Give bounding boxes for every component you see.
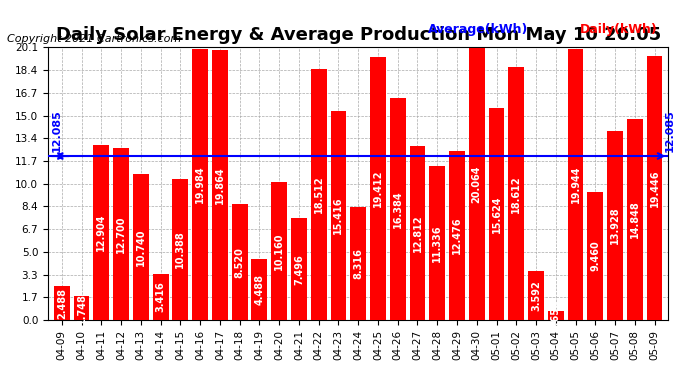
Bar [469, 48, 484, 320]
Text: 12.700: 12.700 [116, 215, 126, 253]
Text: 19.864: 19.864 [215, 166, 225, 204]
Bar [509, 68, 524, 320]
Text: 1.748: 1.748 [77, 293, 86, 324]
Bar [647, 56, 662, 320]
Bar [587, 192, 603, 320]
Bar [429, 166, 445, 320]
Bar [370, 57, 386, 320]
Bar [193, 49, 208, 320]
Text: 8.316: 8.316 [353, 248, 363, 279]
Bar [93, 145, 109, 320]
Bar [331, 111, 346, 320]
Bar [232, 204, 248, 320]
Text: 7.496: 7.496 [294, 254, 304, 285]
Text: 2.488: 2.488 [57, 288, 67, 319]
Bar [489, 108, 504, 320]
Text: 10.160: 10.160 [274, 232, 284, 270]
Text: 10.388: 10.388 [175, 231, 186, 268]
Text: 19.446: 19.446 [649, 170, 660, 207]
Text: 12.476: 12.476 [452, 217, 462, 254]
Text: 12.085: 12.085 [52, 109, 62, 152]
Text: Average(kWh): Average(kWh) [428, 22, 528, 36]
Text: 3.592: 3.592 [531, 280, 541, 311]
Text: 20.064: 20.064 [472, 165, 482, 202]
Text: 3.416: 3.416 [156, 282, 166, 312]
Bar [548, 311, 564, 320]
Text: 4.488: 4.488 [255, 274, 264, 305]
Bar [390, 98, 406, 320]
Text: 12.085: 12.085 [664, 109, 674, 152]
Bar [310, 69, 326, 320]
Bar [351, 207, 366, 320]
Text: 18.512: 18.512 [314, 176, 324, 213]
Text: 12.904: 12.904 [97, 214, 106, 251]
Bar [528, 272, 544, 320]
Bar [54, 286, 70, 320]
Text: 14.848: 14.848 [630, 201, 640, 238]
Bar [607, 131, 623, 320]
Bar [291, 218, 307, 320]
Bar [627, 118, 642, 320]
Text: 11.336: 11.336 [432, 224, 442, 262]
Text: 19.984: 19.984 [195, 166, 205, 203]
Bar [212, 50, 228, 320]
Bar [271, 182, 287, 320]
Bar [568, 50, 584, 320]
Text: 12.812: 12.812 [413, 214, 422, 252]
Text: 19.412: 19.412 [373, 170, 383, 207]
Text: 15.624: 15.624 [491, 195, 502, 233]
Bar [133, 174, 149, 320]
Text: 13.928: 13.928 [610, 207, 620, 245]
Text: 10.740: 10.740 [136, 228, 146, 266]
Bar [74, 296, 90, 320]
Text: 16.384: 16.384 [393, 190, 403, 228]
Title: Daily Solar Energy & Average Production Mon May 10 20:05: Daily Solar Energy & Average Production … [56, 26, 661, 44]
Bar [152, 274, 168, 320]
Text: Daily(kWh): Daily(kWh) [580, 22, 658, 36]
Bar [449, 151, 465, 320]
Text: 18.612: 18.612 [511, 175, 521, 213]
Bar [410, 146, 425, 320]
Bar [251, 259, 267, 320]
Bar [172, 179, 188, 320]
Text: 9.460: 9.460 [591, 240, 600, 271]
Bar [113, 148, 129, 320]
Text: 19.944: 19.944 [571, 166, 580, 204]
Text: 15.416: 15.416 [333, 197, 344, 234]
Text: 0.656: 0.656 [551, 300, 561, 331]
Text: 8.520: 8.520 [235, 247, 245, 278]
Text: Copyright 2021 Cartronics.com: Copyright 2021 Cartronics.com [7, 34, 181, 44]
